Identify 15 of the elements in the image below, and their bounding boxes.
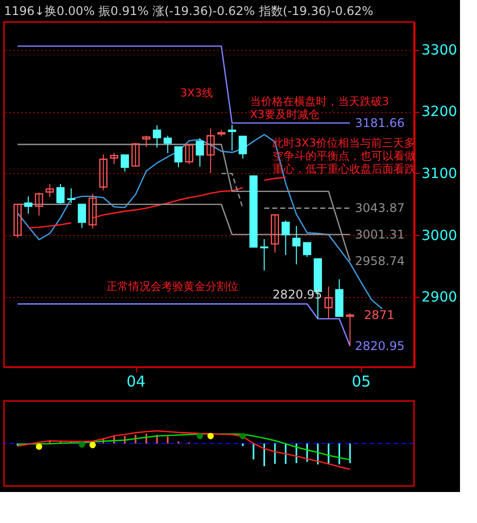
y-tick-label: 3000 (422, 228, 458, 244)
y-tick-label: 3300 (422, 42, 458, 58)
annotation: 3X3线 (180, 86, 213, 100)
y-tick-label: 2900 (422, 290, 458, 306)
x-tick-label: 04 (126, 372, 146, 390)
y-tick-label: 3100 (422, 166, 458, 182)
data-label: 2958.74 (355, 254, 405, 268)
annotation: 正常情况会考验黄金分割位 (106, 280, 238, 293)
data-label: 3001.31 (355, 227, 405, 242)
y-tick-label: 3200 (422, 104, 458, 120)
text: 2871 (364, 308, 395, 322)
chart-title: 1196↓换0.00% 振0.91% 涨(-19.36)-0.62% 指数(-19.36)-0.62% (4, 4, 374, 18)
data-label: 3043.87 (355, 201, 405, 216)
data-label: 2820.95 (355, 339, 405, 354)
x-tick-label: 05 (352, 372, 371, 390)
